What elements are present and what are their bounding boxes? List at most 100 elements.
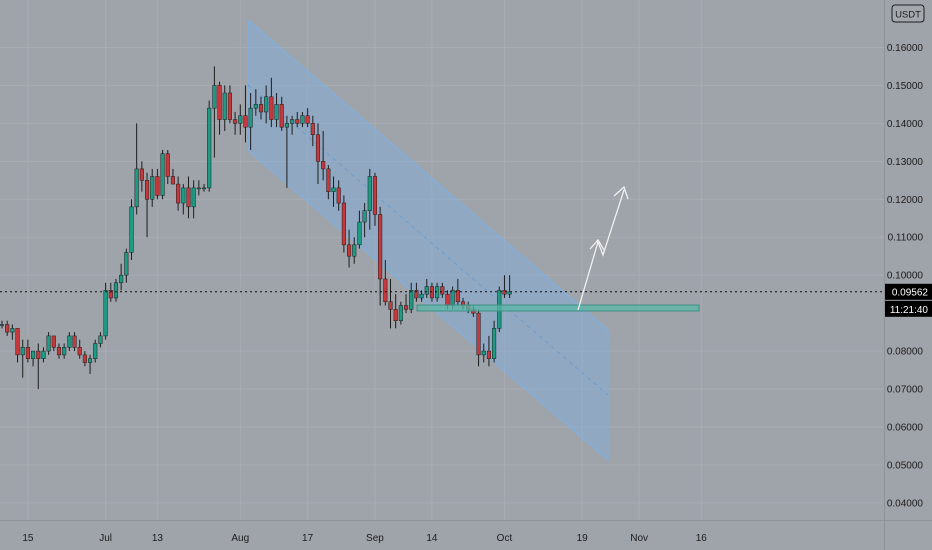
candle-up: [98, 335, 103, 344]
candle-up: [41, 350, 46, 359]
candle-up: [419, 293, 424, 299]
candle-down: [347, 244, 352, 257]
x-tick-label: Oct: [497, 533, 513, 544]
candle-up: [134, 168, 139, 208]
candle-down: [279, 104, 284, 128]
candle-down: [445, 293, 450, 306]
candle-down: [233, 119, 238, 124]
candle-down: [51, 335, 56, 348]
candle-down: [36, 350, 41, 359]
y-tick-label: 0.16000: [887, 43, 924, 54]
candle-down: [295, 119, 300, 124]
candle-down: [139, 168, 144, 181]
channel-midline: [247, 84, 609, 396]
candle-down: [15, 328, 20, 356]
candle-down: [155, 176, 160, 196]
candle-down: [476, 312, 481, 356]
candle-up: [62, 347, 67, 356]
candle-up: [124, 252, 129, 276]
candle-down: [243, 115, 248, 128]
candle-down: [403, 305, 409, 310]
price-axis-background: [884, 0, 932, 550]
candle-up: [481, 350, 486, 356]
candle-down: [217, 85, 222, 120]
countdown-label: 11:21:40: [890, 305, 929, 316]
candle-down: [440, 286, 445, 295]
candle-down: [326, 168, 331, 192]
x-tick-label: Aug: [231, 533, 249, 544]
candle-up: [367, 176, 372, 211]
candle-down: [383, 278, 388, 303]
candle-up: [196, 187, 201, 190]
candle-up: [181, 187, 186, 204]
currency-badge-label: USDT: [895, 10, 921, 21]
candle-down: [310, 123, 315, 135]
candle-down: [321, 161, 326, 170]
candle-up: [10, 328, 15, 333]
candle-down: [393, 309, 398, 321]
candle-up: [284, 123, 289, 128]
candle-up: [20, 347, 25, 356]
candle-up: [150, 176, 155, 200]
currency-badge[interactable]: USDT: [891, 4, 925, 23]
candle-up: [492, 328, 497, 359]
y-tick-label: 0.11000: [888, 233, 924, 244]
grid: [0, 0, 884, 520]
candle-down: [227, 92, 232, 120]
candle-up: [290, 119, 295, 124]
candle-down: [165, 153, 170, 177]
candle-up: [409, 290, 414, 310]
price-axis: 0.16000 0.15000 0.14000 0.13000 0.12000 0.110…: [884, 0, 932, 550]
candle-up: [248, 107, 253, 128]
x-tick-label: Jul: [99, 533, 112, 544]
y-tick-label: 0.12000: [887, 195, 924, 206]
y-tick-label: 0.13000: [887, 157, 924, 168]
y-tick-label: 0.04000: [887, 498, 924, 509]
candle-down: [269, 96, 274, 120]
x-tick-label: 16: [696, 533, 708, 544]
candle-down: [388, 301, 393, 310]
y-tick-label: 0.07000: [887, 385, 924, 396]
candle-down: [5, 324, 10, 333]
candle-up: [129, 206, 134, 253]
candle-down: [315, 134, 321, 162]
candle-down: [25, 347, 30, 359]
x-tick-label: 13: [152, 533, 164, 544]
candle-down: [341, 202, 346, 246]
countdown-label-bg: [885, 300, 932, 317]
last-price-label-bg: [885, 283, 932, 300]
y-tick-label: 0.06000: [887, 423, 924, 434]
y-tick-label: 0.15000: [887, 81, 924, 92]
candle-up: [191, 187, 196, 208]
candle-up: [160, 153, 165, 196]
candle-down: [186, 187, 191, 208]
candle-up: [352, 244, 357, 257]
candle-down: [108, 290, 113, 299]
channel-fill: [247, 18, 609, 462]
candle-up: [357, 221, 362, 246]
candle-up: [31, 350, 36, 359]
x-tick-label: Sep: [366, 533, 384, 544]
candle-up: [300, 115, 305, 124]
candles: [0, 66, 512, 390]
candle-down: [305, 115, 310, 124]
candle-up: [222, 92, 227, 120]
candle-down: [170, 176, 175, 185]
y-tick-label: 0.08000: [887, 347, 924, 358]
candle-down: [486, 350, 491, 359]
x-tick-label: 19: [577, 533, 589, 544]
candle-down: [56, 347, 62, 356]
candle-up: [0, 324, 5, 326]
candle-down: [372, 176, 378, 215]
support-zone: [416, 304, 700, 312]
candle-up: [238, 115, 243, 124]
candle-down: [144, 180, 150, 200]
time-axis-background: [0, 520, 932, 550]
candle-up: [424, 286, 429, 295]
candle-down: [336, 187, 341, 204]
candle-down: [378, 214, 383, 280]
candle-up: [207, 107, 212, 189]
candle-down: [414, 290, 419, 299]
